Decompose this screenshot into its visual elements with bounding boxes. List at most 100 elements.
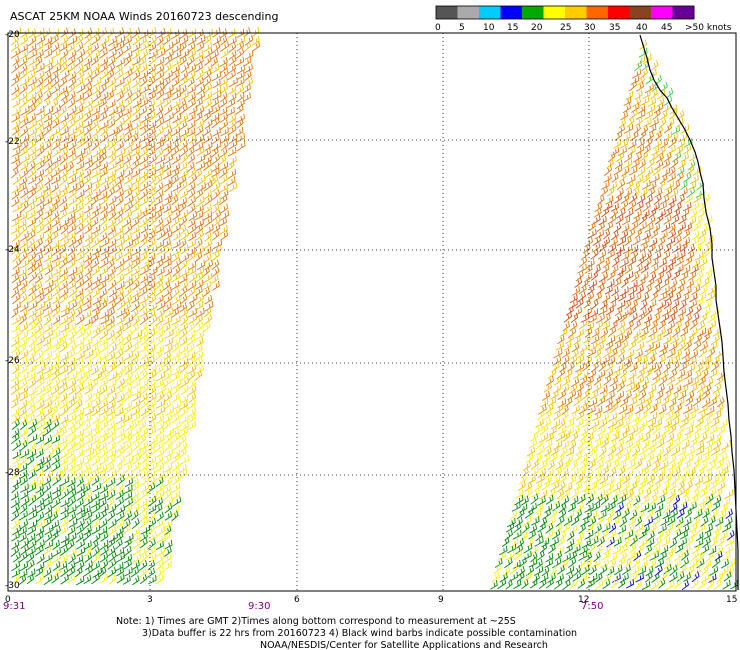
wind-barb	[660, 81, 668, 93]
wind-barb	[36, 141, 44, 152]
wind-barb	[521, 578, 529, 590]
wind-barb	[154, 315, 164, 327]
wind-barb	[51, 384, 60, 396]
wind-barb	[564, 571, 574, 583]
wind-barb	[91, 455, 101, 467]
wind-barb	[671, 445, 681, 457]
wind-barb	[622, 446, 632, 457]
wind-barb	[156, 253, 166, 264]
wind-barb	[100, 203, 109, 214]
wind-barb	[674, 227, 683, 239]
wind-barb	[648, 354, 656, 365]
wind-barb	[43, 491, 52, 502]
wind-barb	[155, 434, 165, 445]
wind-barb	[212, 90, 222, 101]
wind-barb	[60, 217, 70, 228]
wind-barb	[164, 153, 174, 165]
wind-barb	[609, 236, 618, 248]
wind-barb	[156, 525, 166, 537]
wind-barb	[643, 314, 652, 324]
wind-barb	[51, 530, 59, 542]
wind-barb	[84, 69, 93, 81]
wind-barb	[646, 508, 654, 519]
wind-barb	[115, 41, 125, 52]
wind-barb	[212, 27, 221, 38]
wind-barb	[132, 378, 141, 389]
wind-barb	[28, 378, 37, 389]
wind-barb	[706, 320, 716, 331]
wind-barb	[107, 477, 116, 488]
wind-barb	[131, 246, 141, 256]
wind-barb	[195, 356, 204, 367]
wind-barb	[76, 328, 86, 339]
wind-barb	[666, 348, 676, 359]
wind-barb	[147, 309, 156, 320]
wind-barb	[644, 257, 652, 268]
wind-barb	[652, 423, 661, 435]
wind-barb	[67, 448, 75, 459]
wind-barb	[692, 339, 702, 352]
wind-barb	[156, 483, 164, 494]
wind-barb	[36, 112, 46, 123]
wind-barb	[688, 270, 697, 281]
wind-barb	[498, 545, 508, 556]
wind-barb	[645, 480, 654, 492]
wind-barb	[196, 83, 206, 95]
wind-barb	[83, 336, 93, 347]
wind-barb	[52, 447, 61, 458]
lat-label-22: -22	[5, 137, 20, 147]
wind-barb	[92, 125, 101, 137]
legend-label-30: 30	[584, 23, 596, 33]
wind-barb	[195, 308, 205, 319]
wind-barb	[82, 343, 91, 353]
wind-barb	[155, 399, 166, 409]
wind-barb	[156, 533, 166, 544]
wind-barb	[645, 195, 653, 205]
wind-barb	[164, 448, 173, 458]
wind-barb	[242, 92, 251, 102]
wind-barb	[188, 203, 196, 215]
wind-barb	[122, 217, 132, 228]
wind-barb	[60, 69, 70, 81]
wind-barb	[598, 241, 607, 253]
wind-barb	[12, 503, 20, 515]
wind-barb	[44, 36, 53, 46]
wind-barb	[662, 502, 671, 514]
wind-barb	[68, 90, 76, 102]
wind-barb	[172, 181, 182, 192]
wind-barb	[52, 539, 61, 550]
wind-barb	[163, 362, 172, 374]
wind-barb	[90, 313, 99, 325]
wind-barb	[552, 355, 562, 366]
wind-barb	[115, 414, 126, 425]
wind-barb	[76, 546, 86, 557]
wind-barb	[147, 378, 156, 389]
wind-barb	[132, 315, 140, 327]
wind-barb	[210, 56, 219, 67]
wind-barb	[172, 118, 182, 130]
wind-barb	[648, 124, 657, 134]
wind-barb	[108, 153, 117, 165]
wind-barb	[603, 201, 613, 212]
wind-barb	[76, 97, 85, 110]
wind-barb	[43, 435, 53, 446]
wind-barb	[527, 502, 537, 513]
wind-barb	[693, 333, 703, 345]
wind-barb	[629, 452, 638, 463]
wind-barb	[26, 573, 35, 585]
wind-barb	[626, 551, 636, 561]
wind-barb	[672, 179, 681, 191]
wind-barb	[696, 502, 705, 513]
wind-barb	[124, 131, 133, 143]
wind-barb	[613, 396, 621, 407]
wind-barb	[99, 468, 107, 480]
wind-barb	[579, 430, 588, 442]
wind-barb	[147, 70, 157, 82]
wind-barb	[678, 501, 688, 512]
wind-barb	[66, 161, 74, 173]
wind-barb	[59, 153, 69, 165]
wind-barb	[99, 384, 108, 396]
wind-barb	[585, 375, 594, 386]
wind-barb	[686, 278, 694, 289]
wind-barb	[654, 277, 663, 288]
